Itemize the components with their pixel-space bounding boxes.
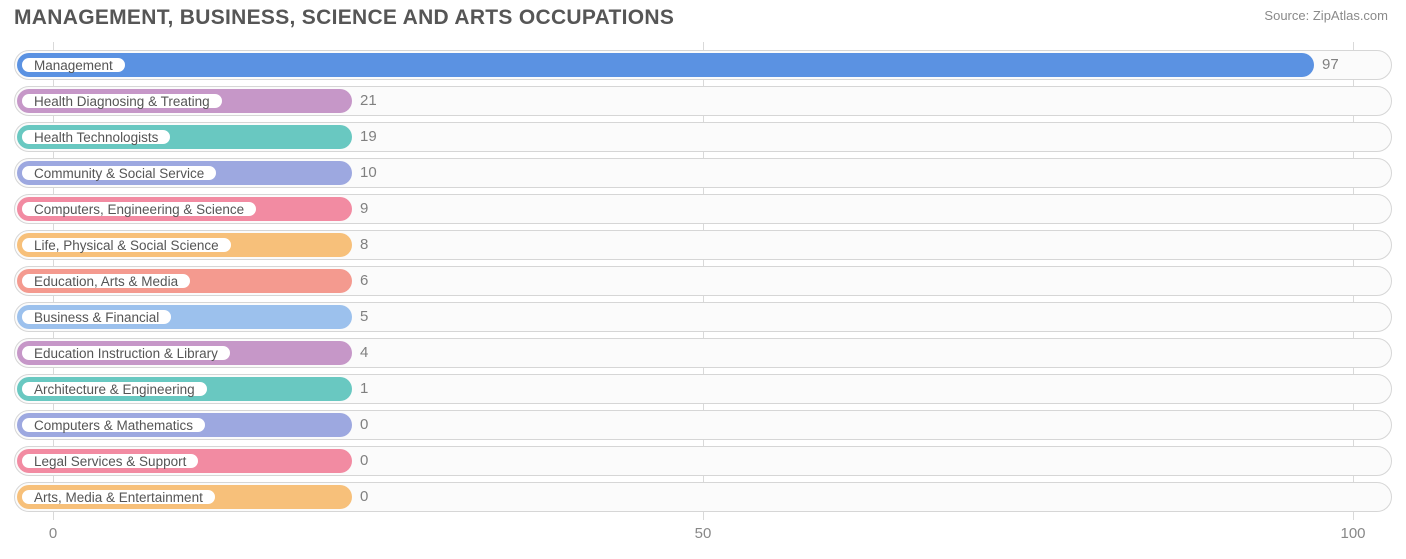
x-tick-label: 50 xyxy=(695,525,712,542)
bar-row: Computers & Mathematics 0 xyxy=(14,410,1392,440)
x-tick-label: 0 xyxy=(49,525,57,542)
bar-category-pill: Business & Financial xyxy=(20,308,173,326)
chart-title: MANAGEMENT, BUSINESS, SCIENCE AND ARTS O… xyxy=(14,6,674,30)
bar-row: Life, Physical & Social Science 8 xyxy=(14,230,1392,260)
bar-value-label: 21 xyxy=(360,92,377,109)
bar-value-label: 97 xyxy=(1322,56,1339,73)
bar-row: Community & Social Service 10 xyxy=(14,158,1392,188)
bar-value-label: 6 xyxy=(360,272,368,289)
bar-row: Health Technologists 19 xyxy=(14,122,1392,152)
bar-row: Computers, Engineering & Science 9 xyxy=(14,194,1392,224)
bar-category-pill: Computers, Engineering & Science xyxy=(20,200,258,218)
chart-source: Source: ZipAtlas.com xyxy=(1264,8,1388,23)
bar-row: Legal Services & Support 0 xyxy=(14,446,1392,476)
bar-category-pill: Health Diagnosing & Treating xyxy=(20,92,224,110)
bar-value-label: 0 xyxy=(360,416,368,433)
source-label: Source: xyxy=(1264,8,1309,23)
bar-category-pill: Management xyxy=(20,56,127,74)
bar-category-pill: Education Instruction & Library xyxy=(20,344,232,362)
bar-row: Health Diagnosing & Treating 21 xyxy=(14,86,1392,116)
bar-fill xyxy=(17,53,1314,77)
bar-category-pill: Health Technologists xyxy=(20,128,172,146)
bar-category-pill: Education, Arts & Media xyxy=(20,272,192,290)
plot-area: 050100Management97Health Diagnosing & Tr… xyxy=(14,42,1392,542)
bar-row: Education Instruction & Library 4 xyxy=(14,338,1392,368)
bar-row: Architecture & Engineering 1 xyxy=(14,374,1392,404)
bar-value-label: 0 xyxy=(360,452,368,469)
bar-value-label: 9 xyxy=(360,200,368,217)
bar-category-pill: Life, Physical & Social Science xyxy=(20,236,233,254)
chart-container: MANAGEMENT, BUSINESS, SCIENCE AND ARTS O… xyxy=(0,0,1406,559)
source-value: ZipAtlas.com xyxy=(1313,8,1388,23)
x-tick-label: 100 xyxy=(1340,525,1365,542)
bar-category-pill: Architecture & Engineering xyxy=(20,380,209,398)
bar-row: Management 97 xyxy=(14,50,1392,80)
bar-category-pill: Community & Social Service xyxy=(20,164,218,182)
bar-category-pill: Legal Services & Support xyxy=(20,452,200,470)
bar-row: Business & Financial 5 xyxy=(14,302,1392,332)
bar-value-label: 8 xyxy=(360,236,368,253)
bar-value-label: 10 xyxy=(360,164,377,181)
bar-value-label: 1 xyxy=(360,380,368,397)
bar-value-label: 19 xyxy=(360,128,377,145)
bar-value-label: 5 xyxy=(360,308,368,325)
bar-row: Arts, Media & Entertainment 0 xyxy=(14,482,1392,512)
bar-category-pill: Computers & Mathematics xyxy=(20,416,207,434)
bar-row: Education, Arts & Media 6 xyxy=(14,266,1392,296)
bar-value-label: 0 xyxy=(360,488,368,505)
bar-category-pill: Arts, Media & Entertainment xyxy=(20,488,217,506)
bar-value-label: 4 xyxy=(360,344,368,361)
